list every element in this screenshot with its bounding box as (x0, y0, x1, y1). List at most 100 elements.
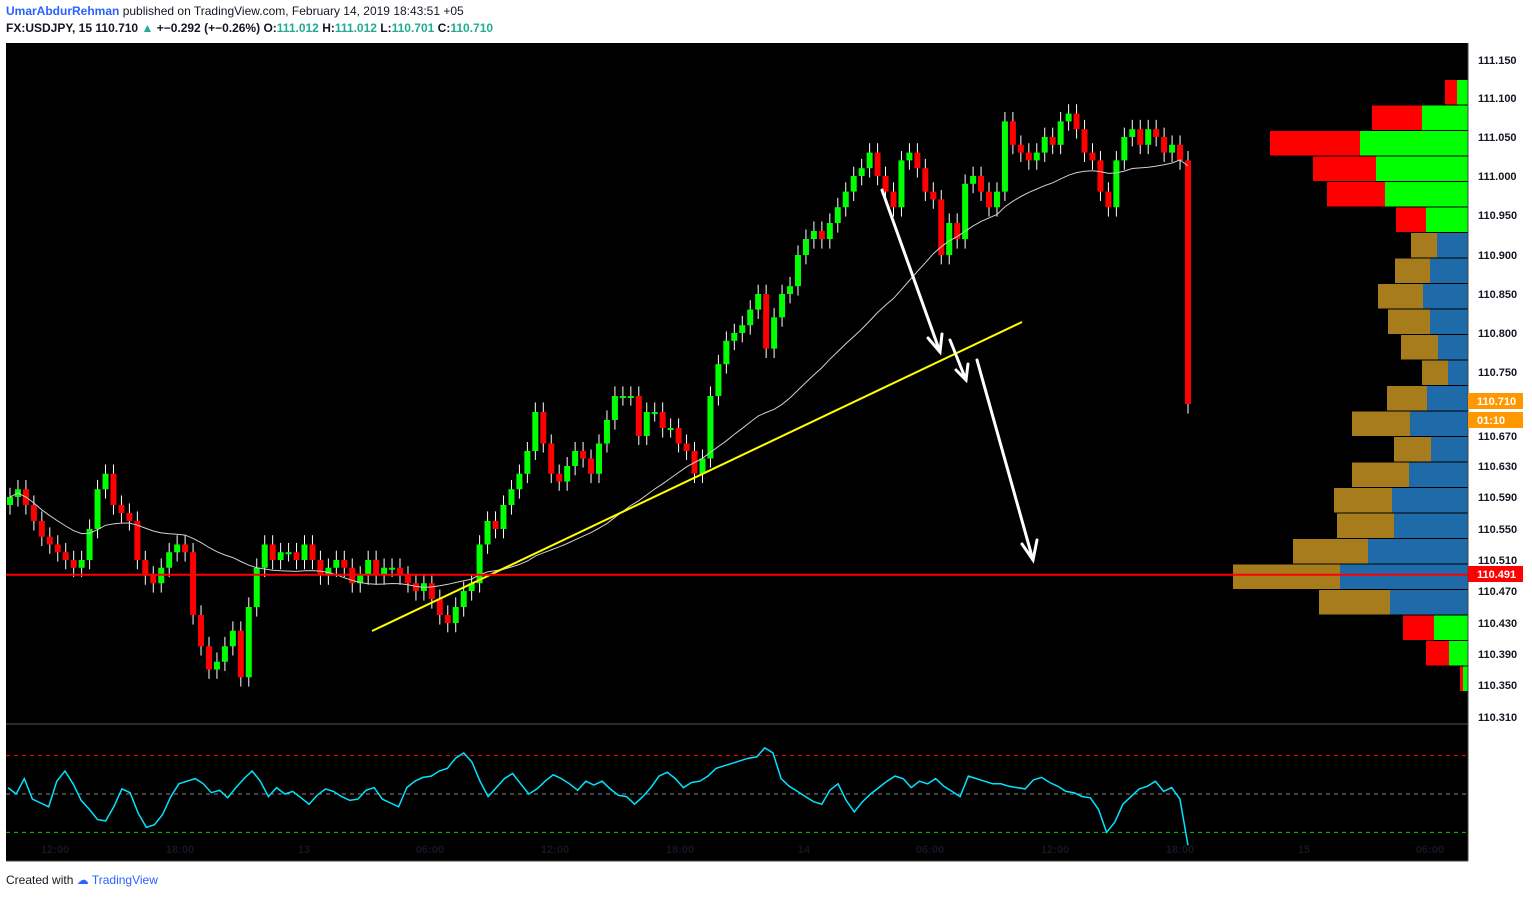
candle-body (102, 473, 109, 490)
candle-body (572, 451, 579, 466)
vp-sell-bar (1395, 258, 1430, 283)
vp-sell-bar (1426, 641, 1449, 666)
vp-buy-bar (1423, 284, 1468, 309)
candle-body (723, 340, 730, 365)
candle-body (651, 412, 658, 414)
candle-body (914, 152, 921, 169)
vp-buy-bar (1427, 386, 1468, 411)
candle-body (182, 544, 189, 553)
price-tick-label: 110.390 (1478, 649, 1517, 661)
candle-body (1185, 160, 1191, 404)
candle-body (317, 560, 324, 576)
candle-body (794, 255, 801, 287)
vp-sell-bar (1313, 156, 1376, 181)
countdown-tag (1468, 412, 1523, 428)
candle-body (731, 333, 738, 341)
vp-sell-bar (1394, 437, 1431, 462)
candle-body (78, 560, 85, 568)
candle-body (452, 607, 459, 623)
publish-header: UmarAbdurRehman published on TradingView… (6, 4, 464, 18)
price-tick-label: 110.310 (1478, 712, 1517, 724)
arrow-3[interactable] (975, 358, 1035, 562)
candle-body (1113, 160, 1120, 208)
vp-buy-bar (1430, 309, 1468, 334)
arrow-1-head (926, 332, 944, 356)
candle-body (1105, 191, 1112, 208)
vp-buy-bar (1448, 360, 1468, 385)
time-tick-label: 12:00 (41, 844, 69, 856)
symbol-label[interactable]: FX:USDJPY, 15 (6, 21, 93, 35)
price-tick-label: 110.950 (1478, 210, 1517, 222)
arrow-1[interactable] (880, 188, 942, 354)
candle-body (779, 294, 786, 318)
time-tick-label: 06:00 (1416, 844, 1444, 856)
candle-body (802, 239, 809, 255)
time-tick-label: 18:00 (1166, 844, 1194, 856)
vp-buy-bar (1368, 539, 1468, 564)
candle-body (205, 646, 212, 670)
vp-buy-bar (1385, 182, 1468, 207)
candle-body (1137, 129, 1144, 145)
candle-body (341, 560, 348, 568)
time-tick-label: 14 (798, 844, 811, 856)
candle-body (1121, 137, 1128, 161)
candle-body (389, 567, 396, 570)
candle-body (198, 615, 205, 647)
time-tick-label: 18:00 (666, 844, 694, 856)
vp-sell-bar (1445, 80, 1457, 105)
low-label: L: (380, 21, 392, 35)
candle-body (874, 152, 881, 176)
candle-body (938, 199, 945, 255)
candle-body (166, 552, 173, 568)
candle-body (635, 396, 642, 436)
vp-sell-bar (1372, 105, 1422, 130)
vp-sell-bar (1233, 564, 1340, 589)
candle-body (548, 443, 555, 474)
price-axis[interactable] (1468, 43, 1532, 861)
last-price-tag (1468, 393, 1523, 409)
price-tick-label: 110.800 (1478, 328, 1517, 340)
candle-body (444, 615, 451, 623)
candle-body (524, 451, 531, 474)
support-tag (1468, 566, 1523, 582)
candle-body (1025, 152, 1032, 161)
candle-body (763, 294, 770, 349)
candle-body (365, 560, 372, 576)
last-price-tag-text: 110.710 (1477, 396, 1516, 408)
candle-body (229, 630, 236, 647)
candle-body (190, 552, 197, 615)
time-tick-label: 06:00 (416, 844, 444, 856)
candle-body (174, 544, 181, 553)
vp-buy-bar (1437, 233, 1468, 258)
candle-body (834, 207, 841, 223)
plot-background (6, 43, 1468, 861)
vp-sell-bar (1270, 131, 1360, 156)
candle-body (1097, 160, 1104, 192)
price-tick-label: 111.000 (1478, 171, 1517, 183)
price-tick-label: 111.050 (1478, 132, 1517, 144)
candle-body (381, 567, 388, 576)
arrow-2[interactable] (948, 338, 968, 382)
tradingview-link[interactable]: TradingView (91, 873, 158, 887)
time-tick-label: 12:00 (541, 844, 569, 856)
price-tick-label: 110.750 (1478, 367, 1517, 379)
author-link[interactable]: UmarAbdurRehman (6, 4, 120, 18)
vp-buy-bar (1409, 462, 1468, 487)
price-tick-label: 110.900 (1478, 250, 1517, 262)
candle-body (1041, 137, 1048, 153)
vp-buy-bar (1390, 590, 1468, 615)
vp-sell-bar (1460, 666, 1463, 691)
candle-body (1145, 129, 1152, 145)
arrow-drawings[interactable] (880, 188, 1039, 564)
candle-body (619, 396, 626, 398)
candle-body (643, 412, 650, 436)
close-label: C: (437, 21, 451, 35)
candle-body (580, 451, 587, 459)
candle-body (810, 231, 817, 239)
candle-body (667, 428, 674, 430)
trendline[interactable] (371, 321, 1023, 632)
candle-body (659, 412, 666, 428)
candle-body (1057, 121, 1064, 145)
candle-body (1017, 144, 1024, 153)
